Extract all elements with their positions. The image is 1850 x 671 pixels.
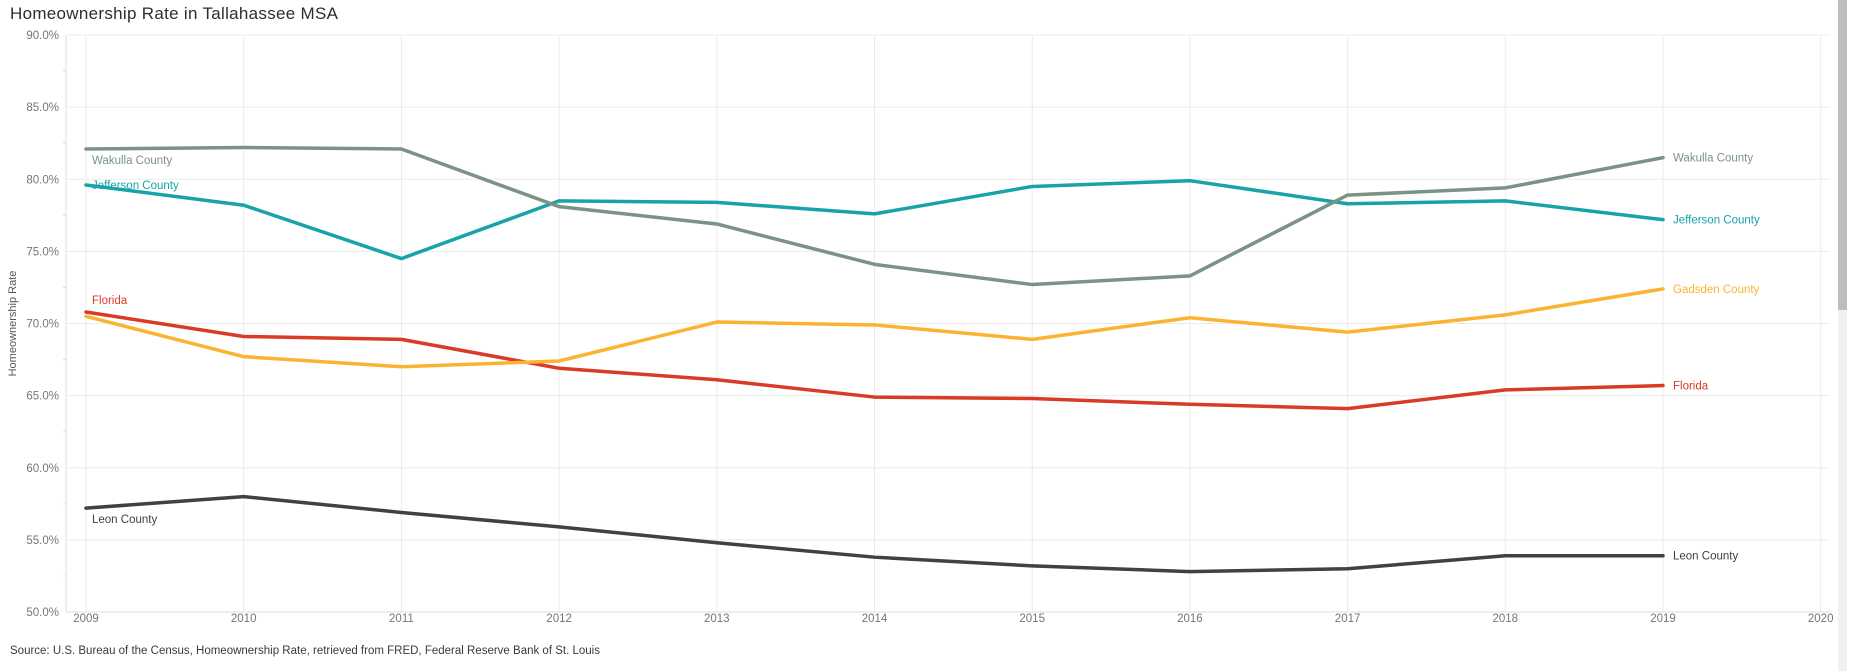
vertical-scrollbar-thumb[interactable] bbox=[1838, 0, 1847, 310]
series-end-label-leon-county: Leon County bbox=[1673, 551, 1738, 563]
x-tick-label: 2016 bbox=[1177, 613, 1203, 625]
x-tick-label: 2019 bbox=[1650, 613, 1676, 625]
y-tick-label: 65.0% bbox=[26, 391, 59, 403]
source-note: Source: U.S. Bureau of the Census, Homeo… bbox=[10, 645, 600, 657]
series-line-wakulla-county[interactable] bbox=[84, 145, 1665, 287]
x-tick-label: 2017 bbox=[1335, 613, 1361, 625]
series-start-label-leon-county: Leon County bbox=[92, 514, 157, 526]
y-tick-label: 55.0% bbox=[26, 535, 59, 547]
y-tick-label: 75.0% bbox=[26, 246, 59, 258]
series-line-florida[interactable] bbox=[84, 310, 1665, 411]
x-tick-label: 2014 bbox=[862, 613, 888, 625]
x-tick-label: 2020 bbox=[1808, 613, 1834, 625]
series-end-label-florida: Florida bbox=[1673, 381, 1709, 393]
series-end-label-jefferson-county: Jefferson County bbox=[1673, 215, 1760, 227]
y-tick-label: 85.0% bbox=[26, 102, 59, 114]
vertical-scrollbar-track[interactable] bbox=[1838, 0, 1847, 671]
y-tick-label: 50.0% bbox=[26, 607, 59, 619]
x-tick-label: 2010 bbox=[231, 613, 257, 625]
series-line-leon-county[interactable] bbox=[84, 494, 1665, 574]
line-chart: 90.0% 85.0% 80.0% 75.0% 70.0% 65.0% 60.0% 55.0%… bbox=[7, 30, 1834, 625]
series-start-label-florida: Florida bbox=[92, 295, 128, 307]
x-tick-label: 2015 bbox=[1019, 613, 1045, 625]
y-tick-label: 60.0% bbox=[26, 463, 59, 475]
chart-title: Homeownership Rate in Tallahassee MSA bbox=[10, 4, 339, 23]
y-tick-label: 80.0% bbox=[26, 174, 59, 186]
series-end-label-wakulla-county: Wakulla County bbox=[1673, 153, 1753, 165]
series-line-jefferson-county[interactable] bbox=[84, 178, 1665, 261]
x-tick-label: 2012 bbox=[546, 613, 572, 625]
series-end-label-gadsden-county: Gadsden County bbox=[1673, 284, 1760, 296]
series-start-label-wakulla-county: Wakulla County bbox=[92, 155, 172, 167]
x-tick-label: 2009 bbox=[73, 613, 99, 625]
y-axis-title: Homeownership Rate bbox=[7, 271, 19, 377]
x-tick-label: 2018 bbox=[1493, 613, 1519, 625]
series-line-gadsden-county[interactable] bbox=[84, 287, 1665, 369]
x-tick-label: 2013 bbox=[704, 613, 730, 625]
y-tick-label: 90.0% bbox=[26, 30, 59, 42]
y-tick-label: 70.0% bbox=[26, 319, 59, 331]
x-tick-label: 2011 bbox=[389, 613, 414, 625]
